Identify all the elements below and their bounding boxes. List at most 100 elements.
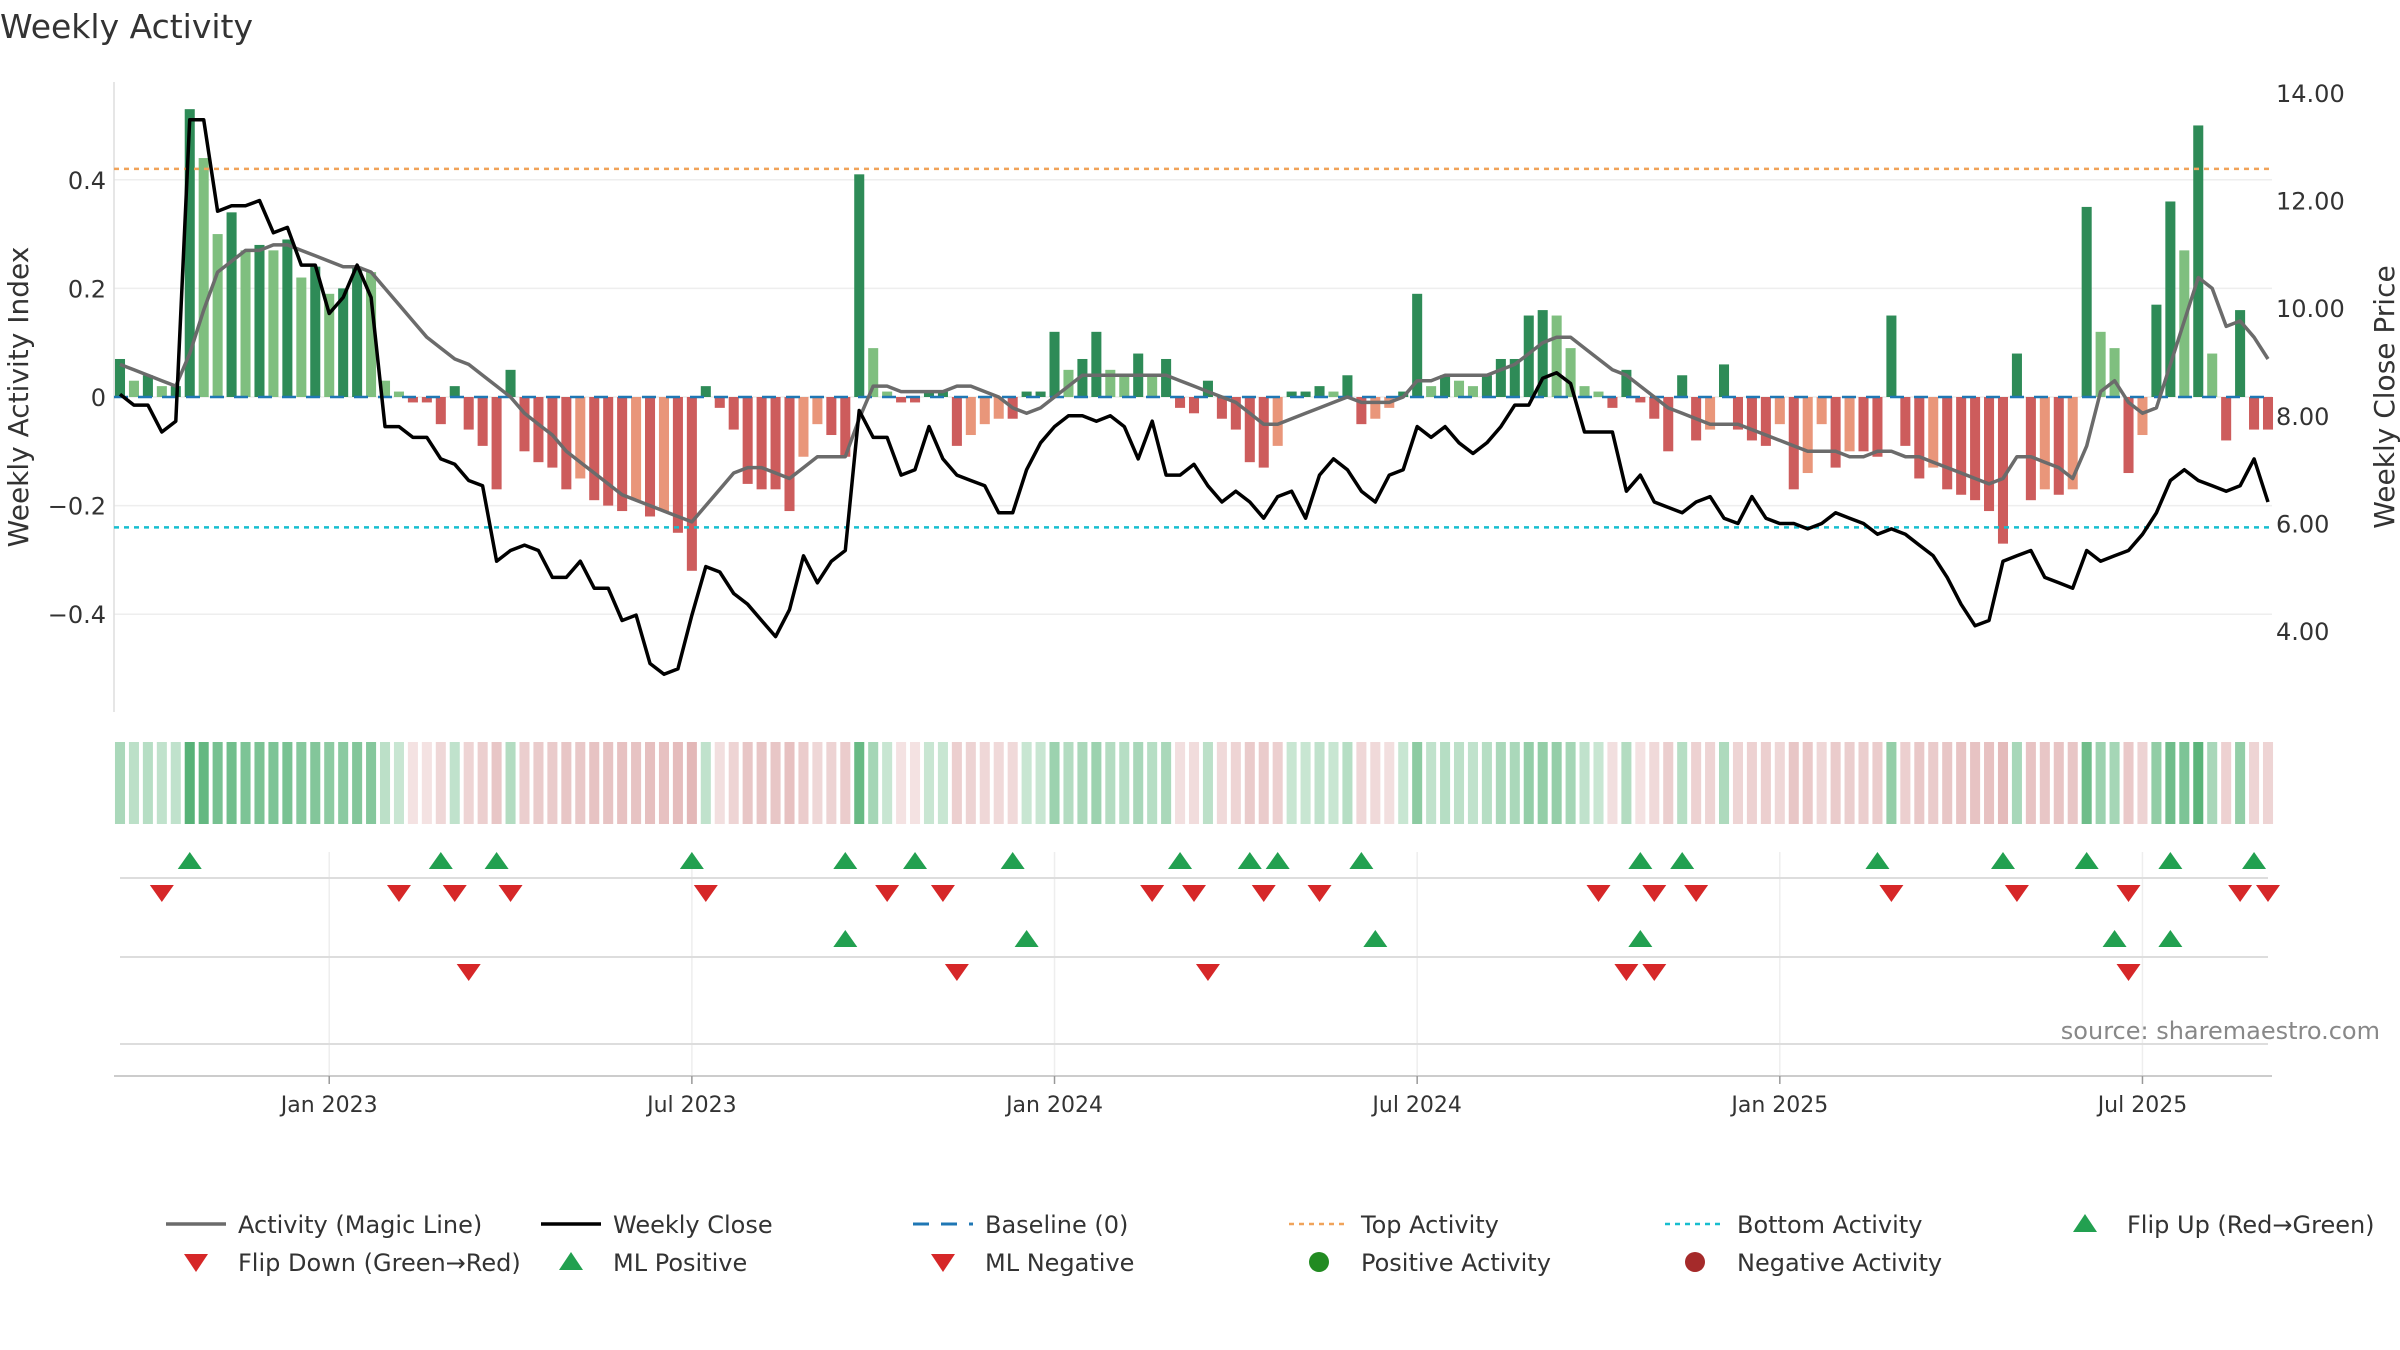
flip-down-marker [1586,885,1611,902]
heat-strip-cell [2039,742,2050,824]
heat-strip-cell [352,742,363,824]
heat-strip-cell [1035,742,1046,824]
activity-bar [1579,386,1590,397]
activity-bar [1188,397,1200,414]
activity-bar [2165,201,2176,397]
heat-strip-cell [1077,742,1088,824]
weekly-close-line [118,117,2270,677]
heat-strip-cell [142,742,153,824]
activity-bar [1593,391,1604,397]
activity-bar [547,397,558,468]
activity-bar [910,397,921,403]
heat-strip-cell [1649,742,1660,824]
activity-bar [1970,397,1981,501]
heat-strip-cell [2095,742,2106,824]
activity-bar [1300,391,1311,397]
ml-negative-marker [1195,964,1220,981]
activity-bar [1426,386,1437,397]
x-tick-label: Jan 2024 [1004,1093,1103,1118]
activity-bar [310,266,321,397]
heat-strip-cell [603,742,614,824]
heat-strip-cell [268,742,279,824]
heat-strip-cell [1328,742,1339,824]
activity-bar [1258,397,1269,468]
legend-up-triangle [2073,1214,2097,1232]
heat-strip-cell [1509,742,1520,824]
legend-label: Flip Down (Green→Red) [238,1249,521,1277]
activity-bar [979,397,990,425]
activity-bar [854,174,865,397]
heat-strip-cell [128,742,139,824]
heat-strip-cell [435,742,446,824]
activity-bar [1774,397,1785,425]
right-y-tick-label: 4.00 [2276,618,2329,646]
heat-strip-cell [421,742,432,824]
heat-strip-cell [1705,742,1716,824]
left-y-tick-label: −0.4 [48,601,106,629]
heat-strip-cell [1314,742,1325,824]
right-y-tick-label: 8.00 [2276,403,2329,431]
activity-bar [2081,206,2092,397]
heat-strip-cell [2011,742,2022,824]
heat-strip-cell [1872,742,1883,824]
heat-strip-cell [1914,742,1925,824]
activity-bar [505,369,516,397]
activity-bar [742,397,753,484]
x-axis-ticks: Jan 2023 Jul 2023 Jan 2024 Jul 2024 Jan 2025… [279,1076,2187,1118]
activity-bar [2235,310,2246,397]
heat-strip-cell [519,742,530,824]
flip-down-marker [1642,885,1667,902]
activity-bar [379,380,391,397]
heat-strip-cell [449,742,460,824]
activity-bar [728,397,739,430]
activity-bar [1816,397,1827,425]
heat-strip-cell [1481,742,1492,824]
activity-bar [2039,397,2050,490]
heat-strip-cell [463,742,474,824]
activity-bar [2137,397,2148,436]
ml-positive-marker [1628,930,1653,947]
heat-strip-cell [896,742,907,824]
flip-up-marker [177,852,202,869]
activity-bar [324,293,335,397]
heat-strip-cell [2025,742,2036,824]
heat-strip-cell [1412,742,1423,824]
flip-down-marker [498,885,523,902]
heat-strip-cell [2137,742,2148,824]
heat-strip-cell [979,742,990,824]
x-tick-label: Jul 2025 [2096,1093,2188,1118]
x-tick-label: Jul 2024 [1370,1093,1462,1118]
heat-strip-cell [2053,742,2064,824]
heat-strip-cell [1147,742,1158,824]
heat-strip-cell [658,742,669,824]
legend-label: Baseline (0) [985,1211,1128,1239]
heat-strip-cell [2262,742,2274,824]
heat-strip-cell [1719,742,1730,824]
heat-strip-cell [1816,742,1827,824]
activity-bars [114,109,2274,571]
flip-down-marker [2228,885,2253,902]
activity-bar [1942,397,1953,490]
heat-strip-cell [1426,742,1437,824]
activity-bar [1091,331,1102,397]
activity-bar [1230,397,1241,430]
heat-strip-cell [1258,742,1269,824]
activity-bar [2067,397,2078,490]
activity-bar [1175,397,1186,408]
activity-bar [282,239,293,397]
activity-bar [1202,380,1213,397]
heat-strip-cell [1760,742,1771,824]
activity-bar [868,348,879,397]
flip-down-marker [149,885,174,902]
activity-bar [184,109,195,397]
legend-down-triangle [184,1254,208,1272]
heat-strip-cell [1956,742,1967,824]
activity-bar [1495,358,1506,397]
activity-bar [421,397,432,403]
source-annotation: source: sharemaestro.com [2061,1017,2380,1045]
activity-bar [1872,397,1883,457]
heat-strip-cell [1091,742,1102,824]
activity-bar [603,397,614,506]
legend-symbol [1309,1252,1329,1272]
flip-up-marker [2242,852,2267,869]
